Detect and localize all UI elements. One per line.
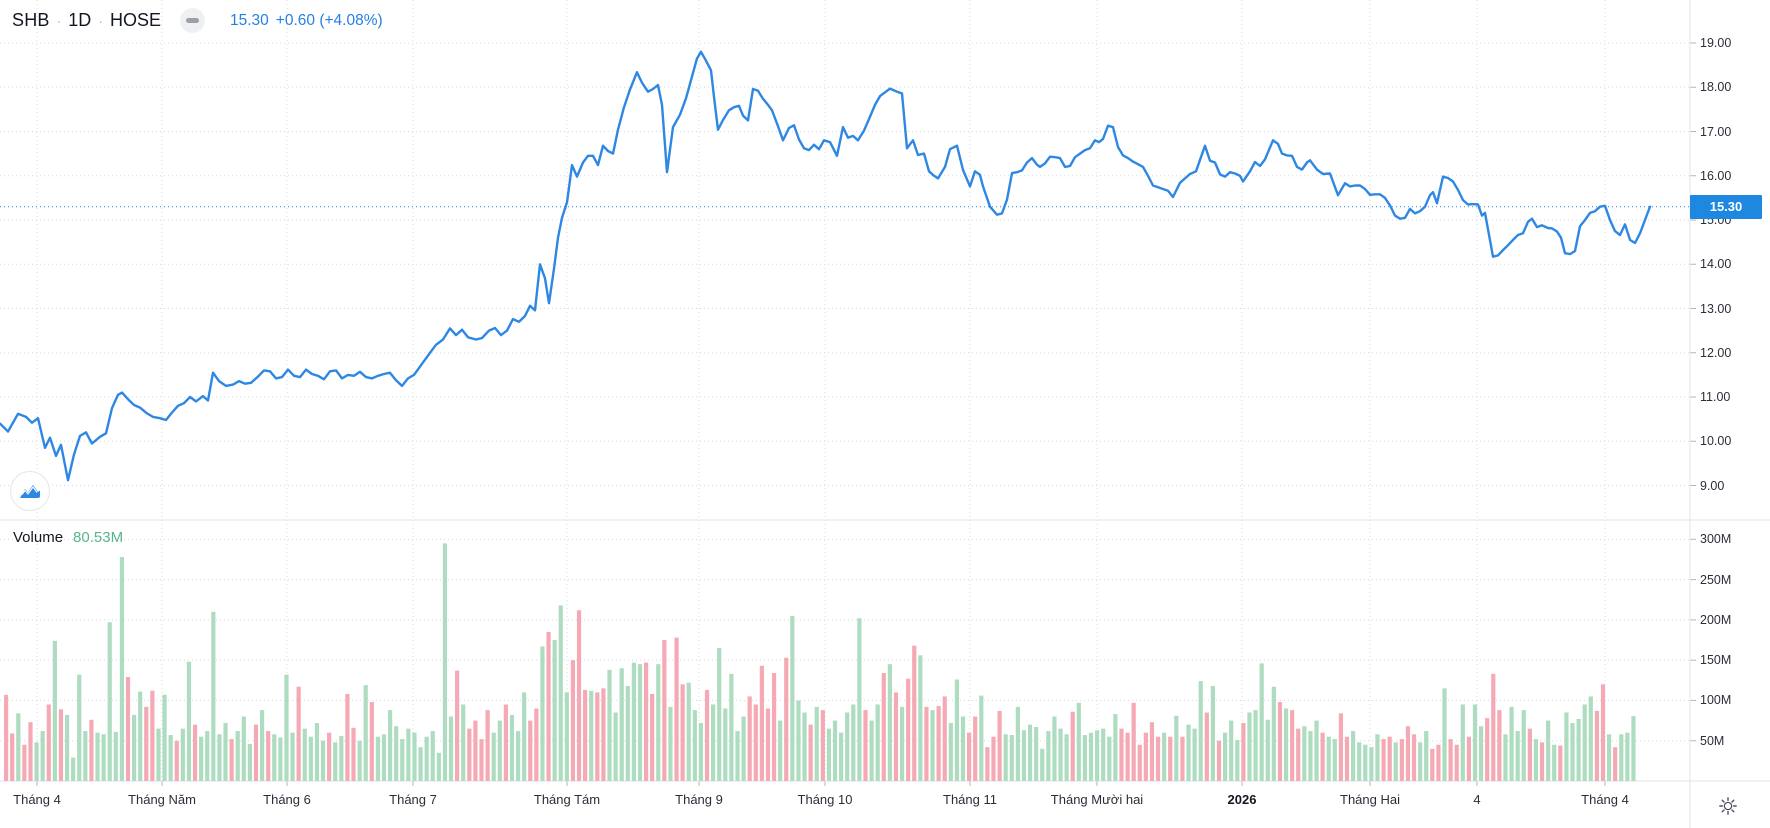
volume-axis-label: 50M xyxy=(1700,733,1725,748)
price-axis[interactable]: 19.00 18.00 17.00 16.00 15.00 14.00 13.00 12.00… xyxy=(1690,0,1770,781)
last-price-tag: 15.30 xyxy=(1690,194,1762,219)
price-axis-label: 19.00 xyxy=(1700,36,1732,50)
price-axis-label: 12.00 xyxy=(1700,345,1732,360)
time-axis-label: Tháng Mười hai xyxy=(1050,792,1144,807)
time-axis-label: Tháng 4 xyxy=(13,792,61,807)
price-axis-label: 11.00 xyxy=(1700,390,1731,404)
volume-axis-label: 200M xyxy=(1700,612,1732,627)
time-axis-label: Tháng Năm xyxy=(128,792,196,807)
time-axis-label: Tháng 10 xyxy=(797,792,853,807)
header-quote: 15.30 +0.60 (+4.08%) xyxy=(230,12,383,30)
time-axis-label: Tháng Tám xyxy=(533,792,601,807)
area-chart-glyph xyxy=(20,484,40,498)
volume-legend: Volume 80.53M xyxy=(13,529,123,546)
price-axis-label: 17.00 xyxy=(1700,124,1732,139)
time-axis-label: 4 xyxy=(1473,792,1481,807)
settings-sun-glyph xyxy=(1719,797,1737,815)
symbol-name[interactable]: SHB xyxy=(12,10,50,30)
volume-legend-label: Volume xyxy=(13,529,64,546)
header-change: +0.60 (+4.08%) xyxy=(275,11,383,29)
header-last-price: 15.30 xyxy=(230,11,269,29)
price-axis-label: 18.00 xyxy=(1700,80,1732,95)
separator-dot: · xyxy=(56,12,62,29)
volume-axis-label: 300M xyxy=(1700,532,1732,547)
separator-dot: · xyxy=(98,12,103,29)
volume-axis-label: 250M xyxy=(1700,572,1732,587)
time-axis-label: Tháng Hai xyxy=(1340,792,1400,807)
time-axis-label: Tháng 7 xyxy=(389,792,437,807)
price-axis-label: 10.00 xyxy=(1700,434,1732,449)
time-axis-label: Tháng 11 xyxy=(943,792,997,807)
time-axis-label: Tháng 9 xyxy=(675,792,723,807)
volume-legend-value: 80.53M xyxy=(73,529,124,546)
price-axis-label: 13.00 xyxy=(1700,301,1732,316)
time-axis-label: Tháng 4 xyxy=(1581,792,1629,807)
time-axis-label: 2026 xyxy=(1227,792,1257,807)
symbol-header: SHB · 1D · HOSE 15.30 +0.60 (+4.08%) xyxy=(12,8,383,33)
price-axis-label: 16.00 xyxy=(1700,168,1732,183)
price-axis-label: 9.00 xyxy=(1700,478,1725,493)
volume-axis-label: 150M xyxy=(1700,653,1732,668)
price-axis-label: 14.00 xyxy=(1700,257,1732,272)
time-axis[interactable]: Tháng 4 Tháng Năm Tháng 6 Tháng 7 Tháng Tám T… xyxy=(0,782,1690,828)
minus-icon[interactable] xyxy=(180,8,205,33)
time-axis-label: Tháng 6 xyxy=(263,792,311,807)
settings-icon[interactable] xyxy=(1712,791,1744,821)
interval-label[interactable]: 1D xyxy=(68,10,92,30)
last-price-tag-value: 15.30 xyxy=(1709,199,1743,215)
exchange-label[interactable]: HOSE xyxy=(109,10,161,30)
broker-logo-icon xyxy=(10,471,50,511)
volume-axis-label: 100M xyxy=(1700,693,1732,708)
minus-dash xyxy=(186,18,199,23)
